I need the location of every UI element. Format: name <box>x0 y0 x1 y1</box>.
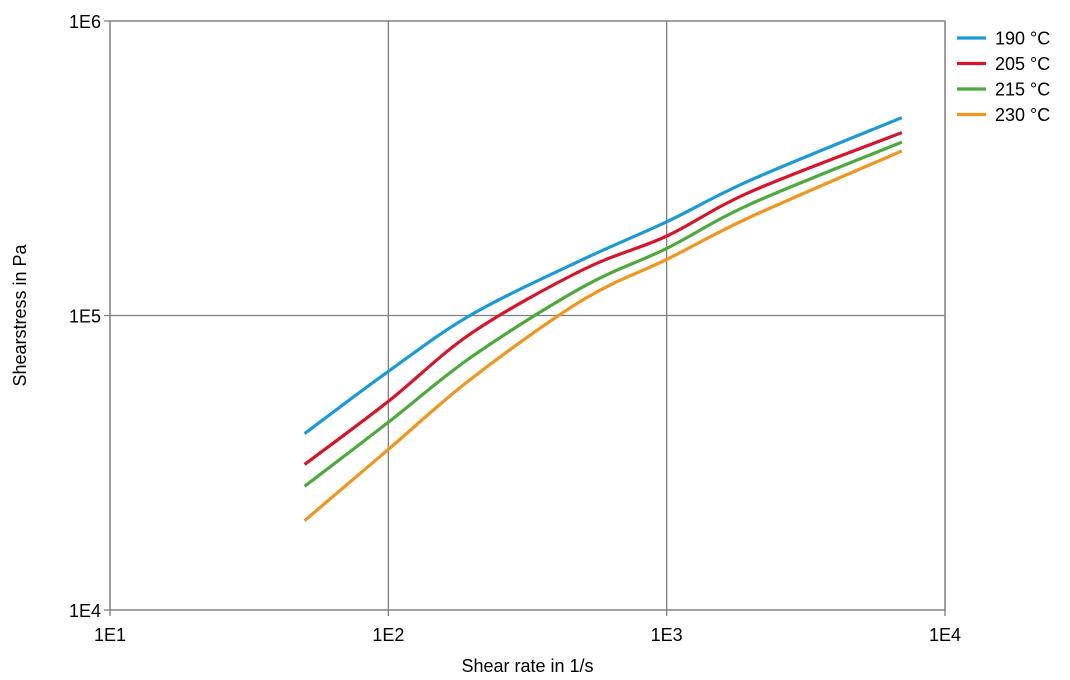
series-line-1 <box>303 116 903 435</box>
legend-item: 230 °C <box>957 105 1050 125</box>
legend-label: 205 °C <box>995 54 1050 74</box>
legend-item: 190 °C <box>957 29 1050 49</box>
y-tick-label: 1E6 <box>69 12 101 32</box>
x-tick-label: 1E4 <box>929 625 961 645</box>
legend: 190 °C 205 °C 215 °C 230 °C <box>957 29 1050 125</box>
x-tick-label: 1E3 <box>651 625 683 645</box>
series-line-3 <box>303 140 903 488</box>
x-tick-label: 1E1 <box>94 625 126 645</box>
legend-label: 215 °C <box>995 80 1050 100</box>
grid <box>109 20 946 611</box>
series-line-4 <box>303 149 903 522</box>
y-tick-label: 1E5 <box>69 307 101 327</box>
series-lines <box>303 116 903 522</box>
y-axis-title: Shearstress in Pa <box>10 243 30 386</box>
x-tick-label: 1E2 <box>372 625 404 645</box>
x-axis-title: Shear rate in 1/s <box>461 656 593 676</box>
legend-label: 230 °C <box>995 105 1050 125</box>
y-tick-label: 1E4 <box>69 601 101 621</box>
legend-item: 205 °C <box>957 54 1050 74</box>
series-line-2 <box>303 131 903 466</box>
plot-frame <box>109 20 946 611</box>
legend-item: 215 °C <box>957 80 1050 100</box>
legend-label: 190 °C <box>995 29 1050 49</box>
axes: 1E1 1E2 1E3 1E4 1E4 1E5 1E6 <box>69 12 961 645</box>
